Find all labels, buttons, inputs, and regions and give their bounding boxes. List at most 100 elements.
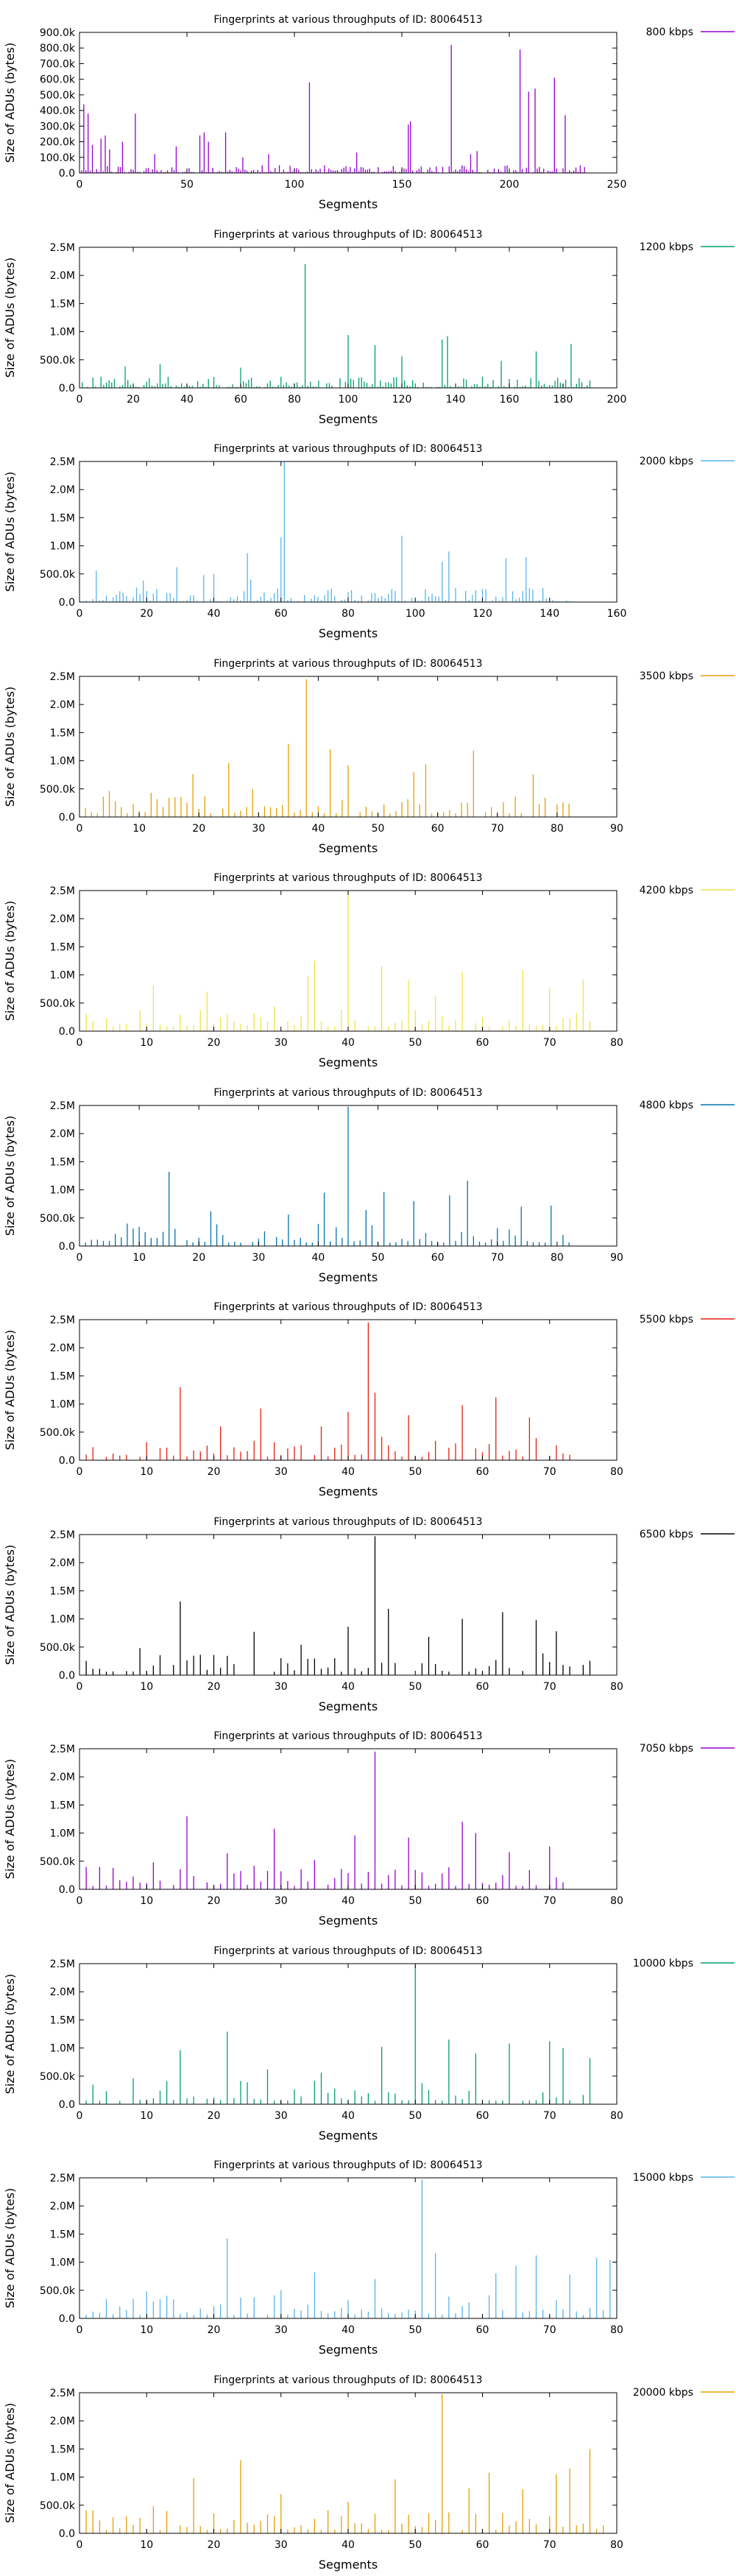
chart-panel: Fingerprints at various throughputs of I… [3, 2374, 735, 2572]
x-tick-label: 100 [406, 608, 425, 620]
x-tick-label: 0 [77, 179, 83, 191]
x-tick-label: 100 [339, 394, 358, 406]
x-tick-label: 0 [77, 2110, 83, 2122]
legend: 7050 kbps [640, 1743, 735, 1755]
x-tick-label: 80 [551, 823, 564, 835]
y-tick-label: 2.5M [50, 242, 75, 254]
x-tick-label: 10 [140, 2324, 153, 2336]
y-tick-label: 1.5M [50, 727, 75, 739]
y-tick-label: 1.0M [50, 1613, 75, 1625]
plot-frame [79, 1748, 618, 1890]
x-tick-label: 20 [208, 2539, 221, 2551]
y-tick-label: 300.0k [40, 121, 76, 132]
legend: 15000 kbps [633, 2172, 735, 2184]
x-tick-label: 40 [342, 2324, 355, 2336]
x-tick-label: 20 [192, 823, 205, 835]
x-tick-label: 80 [610, 2324, 623, 2336]
y-tick-label: 2.0M [50, 699, 75, 711]
x-tick-label: 60 [275, 608, 288, 620]
legend-label: 15000 kbps [633, 2172, 693, 2184]
chart-title: Fingerprints at various throughputs of I… [213, 1516, 482, 1528]
y-tick-label: 500.0k [40, 1427, 76, 1439]
y-tick-label: 0.0 [59, 1670, 75, 1682]
legend: 3500 kbps [640, 670, 735, 682]
y-tick-label: 600.0k [40, 74, 76, 86]
legend-label: 5500 kbps [640, 1314, 693, 1326]
x-tick-label: 70 [543, 2539, 556, 2551]
x-tick-label: 60 [476, 1037, 489, 1049]
x-tick-label: 50 [408, 2539, 422, 2551]
legend: 20000 kbps [633, 2387, 735, 2399]
x-tick-label: 50 [372, 1252, 385, 1264]
y-tick-label: 1.0M [50, 2042, 75, 2054]
chart-panel: Fingerprints at various throughputs of I… [3, 1730, 735, 1928]
x-tick-label: 200 [607, 394, 627, 406]
legend-label: 800 kbps [646, 26, 693, 38]
chart-panel: Fingerprints at various throughputs of I… [3, 1301, 735, 1498]
x-tick-label: 60 [476, 2110, 489, 2122]
y-axis-label: Size of ADUs (bytes) [3, 1544, 17, 1664]
x-tick-label: 90 [610, 823, 623, 835]
y-tick-label: 1.0M [50, 2257, 75, 2269]
x-tick-label: 80 [610, 1681, 623, 1693]
x-tick-label: 20 [127, 394, 140, 406]
x-tick-label: 70 [491, 823, 504, 835]
y-tick-label: 2.5M [50, 2173, 75, 2184]
x-tick-label: 0 [77, 1037, 83, 1049]
x-tick-label: 20 [208, 2324, 221, 2336]
x-tick-label: 50 [408, 2324, 422, 2336]
x-tick-label: 0 [77, 1895, 83, 1907]
x-tick-label: 0 [77, 1681, 83, 1693]
bar-group [85, 2393, 604, 2533]
x-axis-label: Segments [319, 1055, 378, 1069]
y-axis-label: Size of ADUs (bytes) [3, 2188, 17, 2308]
y-tick-label: 1.0M [50, 755, 75, 767]
y-tick-label: 1.0M [50, 1828, 75, 1840]
y-tick-label: 900.0k [40, 27, 76, 39]
legend-label: 3500 kbps [640, 670, 693, 682]
x-tick-label: 60 [476, 2324, 489, 2336]
y-tick-label: 1.0M [50, 1399, 75, 1411]
x-tick-label: 40 [342, 1895, 355, 1907]
y-axis-label: Size of ADUs (bytes) [3, 1759, 17, 1879]
x-tick-label: 70 [543, 1466, 556, 1478]
bar-group [85, 2179, 611, 2318]
x-tick-label: 30 [275, 1681, 288, 1693]
y-tick-label: 2.0M [50, 1128, 75, 1140]
x-tick-label: 20 [208, 1037, 221, 1049]
y-tick-label: 1.5M [50, 2444, 75, 2455]
x-tick-label: 10 [140, 1037, 153, 1049]
y-tick-label: 1.5M [50, 941, 75, 953]
x-axis-label: Segments [319, 2343, 378, 2357]
x-tick-label: 70 [543, 1037, 556, 1049]
x-tick-label: 40 [180, 394, 194, 406]
y-tick-label: 2.5M [50, 1958, 75, 1970]
chart-title: Fingerprints at various throughputs of I… [213, 1730, 482, 1742]
x-tick-label: 20 [208, 1466, 221, 1478]
y-tick-label: 1.0M [50, 541, 75, 553]
x-tick-label: 70 [543, 1895, 556, 1907]
legend-label: 4800 kbps [640, 1100, 693, 1111]
y-tick-label: 500.0k [40, 1856, 76, 1868]
x-tick-label: 200 [500, 179, 520, 191]
x-tick-label: 80 [288, 394, 301, 406]
x-tick-label: 50 [180, 179, 194, 191]
y-tick-label: 0.0 [59, 383, 75, 394]
bar-group [85, 1964, 591, 2104]
y-tick-label: 1.5M [50, 512, 75, 524]
x-tick-label: 30 [252, 823, 265, 835]
y-tick-label: 1.0M [50, 1184, 75, 1196]
x-tick-label: 80 [610, 1895, 623, 1907]
y-tick-label: 1.5M [50, 1800, 75, 1811]
x-tick-label: 20 [140, 608, 153, 620]
plot-frame [79, 1105, 618, 1246]
x-tick-label: 40 [312, 823, 325, 835]
x-tick-label: 60 [431, 823, 445, 835]
y-tick-label: 500.0k [40, 90, 76, 102]
legend-label: 10000 kbps [633, 1958, 693, 1970]
x-tick-label: 60 [476, 1895, 489, 1907]
chart-panel: Fingerprints at various throughputs of I… [3, 2159, 735, 2357]
y-tick-label: 2.0M [50, 1557, 75, 1569]
x-tick-label: 100 [285, 179, 305, 191]
